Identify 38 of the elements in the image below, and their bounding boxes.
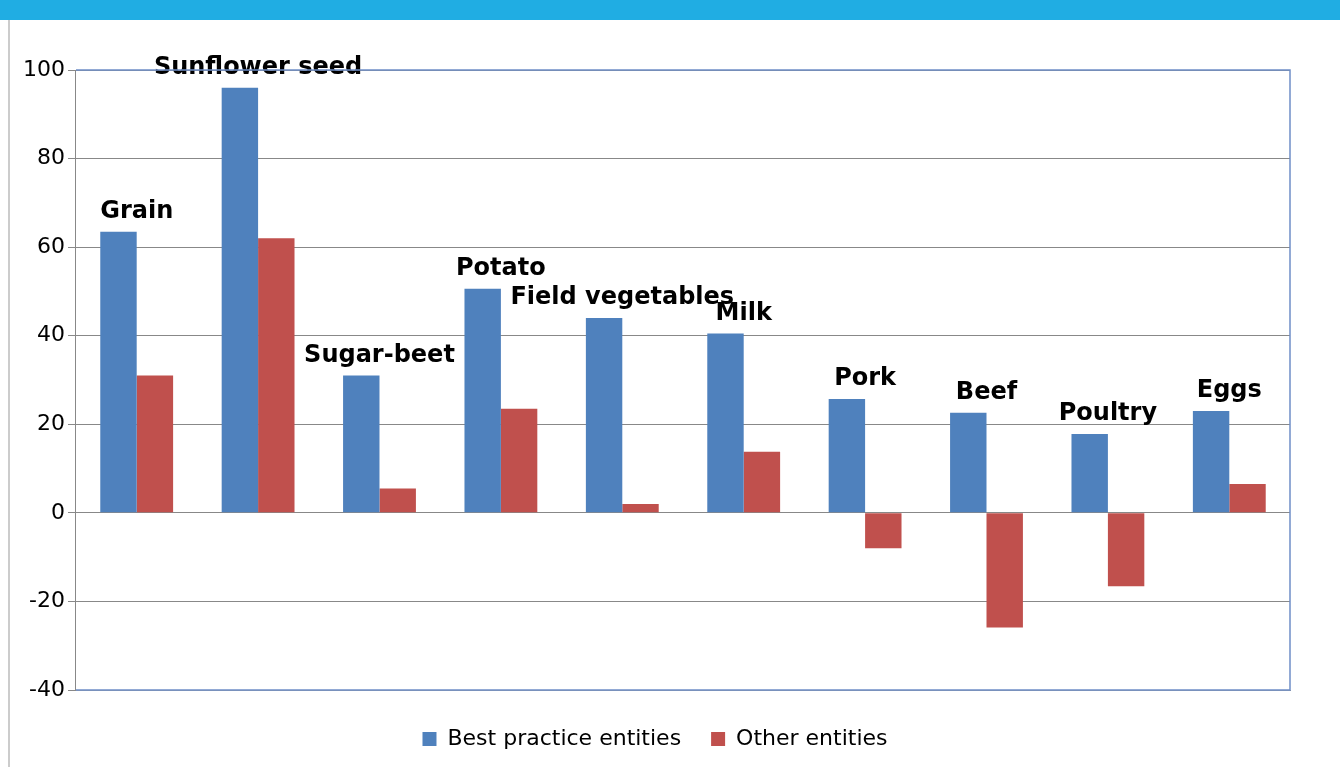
bar [828,399,866,513]
y-tick-label: 40 [36,321,65,347]
bar [1107,513,1145,587]
x-tick-label: Potato [456,253,546,282]
bar [622,504,659,513]
y-tick-label: 20 [36,410,65,435]
x-tick-label: Grain [100,195,174,224]
bar [1229,484,1266,513]
bar [258,238,295,513]
bar [100,231,137,513]
x-tick-label: Beef [955,377,1018,406]
x-tick-label: Sugar-beet [304,339,455,368]
x-tick-label: Eggs [1196,375,1262,404]
bar [136,375,174,513]
bar [343,375,380,513]
bar [1192,411,1230,513]
legend-label: Other entities [736,724,888,750]
bar [221,87,259,513]
bar [986,513,1023,628]
bar [707,333,744,513]
y-tick-label: -20 [29,587,65,613]
bar [500,408,538,513]
x-tick-label: Pork [834,363,898,392]
y-tick-label: 80 [36,144,65,170]
y-tick-label: 100 [22,55,65,81]
bar [1071,434,1108,513]
bar [379,488,416,513]
x-tick-label: Poultry [1058,398,1158,427]
x-tick-label: Sunflower seed [153,51,363,80]
bar [585,318,623,513]
bar [464,288,501,513]
bar [743,451,781,513]
y-tick-label: 60 [36,232,65,258]
bar [865,513,902,549]
bar [950,412,987,513]
legend-label: Best practice entities [447,724,682,750]
y-tick-label: 0 [50,498,65,524]
y-tick-label: -40 [29,675,65,701]
